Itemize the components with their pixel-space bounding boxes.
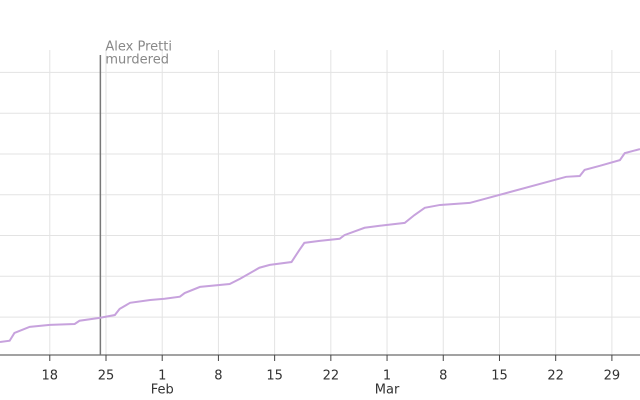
x-tick-label: 8 [214,369,222,384]
month-label: Mar [375,383,400,398]
x-tick-label: 29 [604,369,621,384]
x-tick-label: 15 [491,369,508,384]
month-label: Feb [151,383,174,398]
x-tick-label: 8 [439,369,447,384]
x-tick-label: 1 [158,369,166,384]
x-tick-label: 25 [98,369,115,384]
x-tick-label: 18 [42,369,59,384]
x-tick-label: 1 [383,369,391,384]
data-line [0,148,640,343]
x-tick-label: 15 [266,369,283,384]
x-tick-label: 22 [547,369,564,384]
annotation-text: Alex Pretti [105,40,172,55]
x-tick-label: 22 [323,369,340,384]
annotation-text: murdered [105,53,169,68]
